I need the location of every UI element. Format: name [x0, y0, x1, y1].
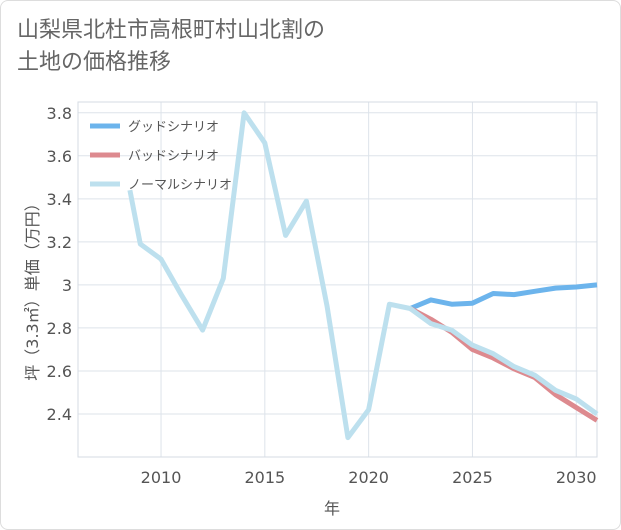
x-axis-title: 年	[324, 499, 340, 518]
x-tick-label: 2015	[244, 468, 285, 487]
chart-title: 山梨県北杜市高根町村山北割の 土地の価格推移	[17, 15, 437, 79]
y-tick-label: 2.8	[47, 319, 72, 338]
y-tick-label: 2.6	[47, 362, 72, 381]
x-tick-label: 2020	[348, 468, 389, 487]
y-tick-label: 3.2	[47, 233, 72, 252]
series-line-0	[409, 282, 598, 311]
axes: 2010 2015 2020 2025 2030 2.4 2.6 2.8 3 3.2 3.4 3.6 3…	[47, 101, 598, 487]
grid-lines	[78, 102, 597, 457]
chart-title-line-1: 山梨県北杜市高根町村山北割の	[17, 18, 326, 43]
x-tick-label: 2025	[452, 468, 493, 487]
plot-border	[77, 101, 598, 458]
legend-label-2: ノーマルシナリオ	[128, 178, 232, 193]
y-axis-title: 坪（3.3㎡）単価（万円）	[23, 195, 42, 380]
x-tick-label: 2030	[556, 468, 597, 487]
legend-label-0: グッドシナリオ	[128, 120, 219, 135]
x-tick-label: 2010	[141, 468, 182, 487]
y-tick-label: 3	[62, 276, 72, 295]
y-tick-label: 3.4	[47, 190, 72, 209]
y-tick-label: 3.8	[47, 104, 72, 123]
chart-title-line-2: 土地の価格推移	[17, 50, 172, 75]
series-layer	[127, 110, 599, 441]
y-tick-label: 3.6	[47, 147, 72, 166]
series-line-2	[127, 110, 599, 441]
y-tick-label: 2.4	[47, 405, 72, 424]
legend-label-1: バッドシナリオ	[128, 149, 219, 164]
